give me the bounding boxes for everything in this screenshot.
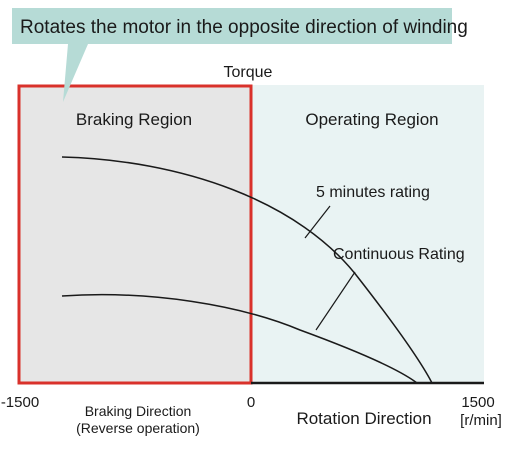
five-minute-rating-curve — [61, 156, 433, 384]
five-minute-rating-label: 5 minutes rating — [316, 184, 430, 201]
continuous-rating-leader — [315, 271, 356, 331]
braking-region-label: Braking Region — [76, 110, 192, 129]
continuous-rating-curve — [61, 293, 418, 384]
callout-box — [12, 8, 452, 102]
continuous-rating-label: Continuous Rating — [333, 246, 465, 263]
x-tick-min: -1500 — [1, 394, 39, 411]
operating-region — [251, 85, 484, 383]
braking-region — [17, 84, 253, 385]
x-axis-unit: [r/min] — [460, 412, 502, 429]
x-tick-max: 1500 — [461, 394, 494, 411]
operating-region-label: Operating Region — [305, 110, 438, 129]
reverse-operation-label: (Reverse operation) — [76, 420, 200, 436]
x-tick-zero: 0 — [247, 394, 255, 411]
x-axis-label: Rotation Direction — [296, 409, 431, 428]
callout: Rotates the motor in the opposite direct… — [12, 8, 468, 102]
braking-direction-label: Braking Direction — [85, 403, 192, 419]
y-axis-label: Torque — [224, 64, 273, 81]
five-minute-rating-leader — [304, 205, 331, 239]
callout-text: Rotates the motor in the opposite direct… — [20, 17, 468, 38]
